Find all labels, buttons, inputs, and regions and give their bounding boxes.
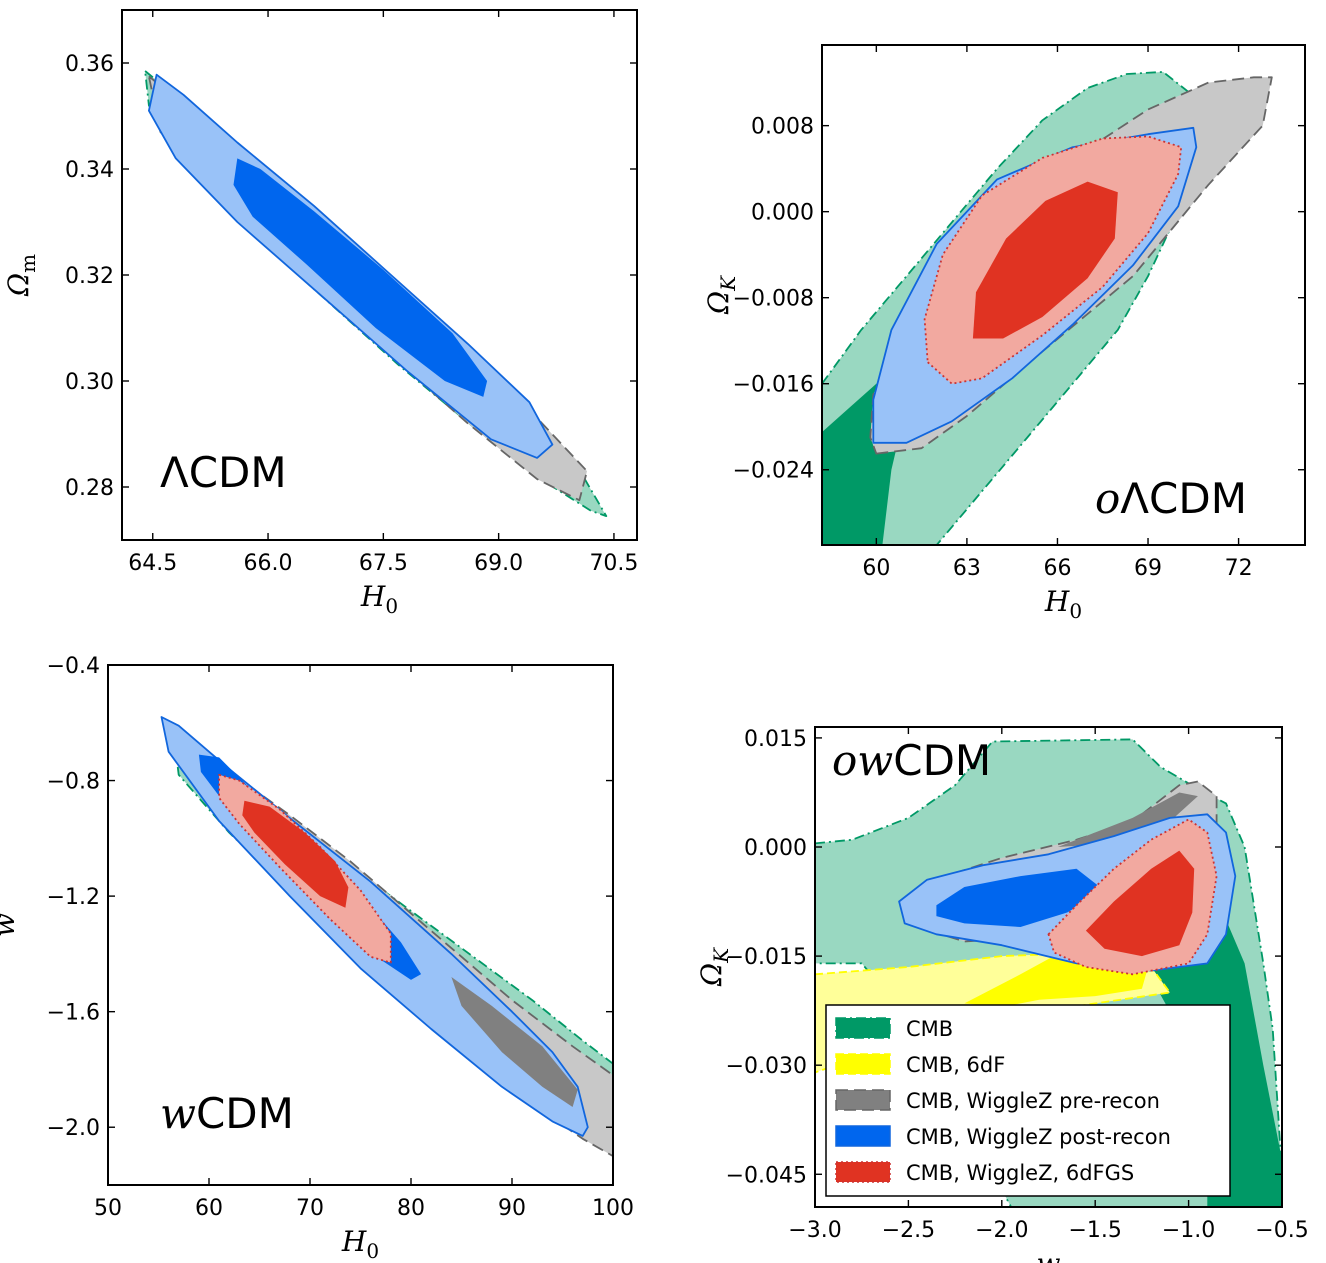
model-label: ΛCDM [160, 448, 287, 497]
legend-label-sixdf: CMB, 6dF [906, 1053, 1005, 1077]
y-tick-label: −1.2 [47, 885, 100, 910]
x-tick-label: −2.0 [975, 1218, 1028, 1243]
legend-swatch-sixdfgs [835, 1161, 891, 1183]
model-label: oΛCDM [1095, 474, 1247, 523]
x-tick-label: 72 [1225, 556, 1253, 581]
x-tick-label: 80 [397, 1196, 425, 1221]
x-tick-label: −1.5 [1068, 1218, 1121, 1243]
y-tick-label: 0.008 [751, 115, 814, 140]
legend-label-cmb: CMB [906, 1017, 953, 1041]
legend-label-prerecon: CMB, WiggleZ pre-recon [906, 1089, 1160, 1113]
plot-frame [821, 44, 1306, 546]
panel-3: 50 60 70 80 90 100 −2.0 −1.6 −1.2 −0.8 −0.4 H0 w wCDM [0, 654, 634, 1263]
y-tick-label: −0.4 [47, 654, 100, 679]
y-tick-label: −0.015 [726, 945, 807, 970]
x-tick-label: 60 [862, 556, 890, 581]
x-tick-label: 70 [296, 1196, 324, 1221]
contour-postrecon-68 [936, 868, 1105, 927]
x-axis-label: H0 [341, 1225, 379, 1263]
contour-postrecon-68 [233, 158, 488, 397]
model-label: owCDM [832, 736, 991, 785]
x-tick-label: 100 [592, 1196, 634, 1221]
y-tick-label: 0.36 [65, 52, 114, 77]
y-tick-label: −0.030 [726, 1054, 807, 1079]
y-tick-label: 0.34 [65, 158, 114, 183]
x-axis-label: H0 [1044, 585, 1082, 623]
contours [822, 71, 1273, 545]
x-tick-label: 60 [195, 1196, 223, 1221]
plot-frame [107, 664, 614, 1186]
contours [160, 716, 613, 1157]
x-tick-label: 67.5 [359, 551, 408, 576]
x-tick-label: −3.0 [788, 1218, 841, 1243]
legend-swatch-cmb [835, 1017, 891, 1039]
y-tick-label: −2.0 [47, 1116, 100, 1141]
legend: CMB CMB, 6dF CMB, WiggleZ pre-recon CMB, Wi… [825, 1004, 1231, 1197]
x-tick-label: −0.5 [1255, 1218, 1308, 1243]
contour-prerecon-68 [1057, 792, 1198, 847]
x-tick-label: 66 [1043, 556, 1071, 581]
x-tick-label: 50 [94, 1196, 122, 1221]
contour-sixdfgs-68 [1085, 850, 1195, 957]
y-tick-label: −0.016 [733, 373, 814, 398]
x-tick-label: 64.5 [128, 551, 177, 576]
legend-swatch-sixdf [835, 1053, 891, 1075]
y-tick-label: −0.045 [726, 1163, 807, 1188]
panel-1: 64.5 66.0 67.5 69.0 70.5 0.28 0.30 0.32 0.34 0.36… [2, 9, 638, 618]
x-tick-label: 70.5 [589, 551, 638, 576]
y-axis-label: Ωm [2, 254, 40, 297]
model-label: wCDM [160, 1089, 294, 1138]
legend-swatch-prerecon [835, 1089, 891, 1111]
x-tick-label: 66.0 [244, 551, 293, 576]
y-axis-label: ΩK [695, 947, 733, 987]
legend-label-sixdfgs: CMB, WiggleZ, 6dFGS [906, 1161, 1134, 1185]
legend-label-postrecon: CMB, WiggleZ post-recon [906, 1125, 1171, 1149]
x-axis-label: w [1037, 1247, 1061, 1263]
x-tick-label: 69.0 [474, 551, 523, 576]
y-tick-label: −0.008 [733, 287, 814, 312]
y-axis-label: ΩK [702, 275, 740, 315]
x-tick-label: −1.0 [1162, 1218, 1215, 1243]
panel-2: 60 63 66 69 72 −0.024 −0.016 −0.008 0.000 0.008 H0… [702, 44, 1306, 623]
plot-frame [814, 726, 1283, 1208]
y-tick-label: −0.8 [47, 770, 100, 795]
y-tick-label: 0.015 [744, 727, 807, 752]
y-tick-label: −1.6 [47, 1001, 100, 1026]
y-tick-label: 0.000 [751, 201, 814, 226]
x-tick-label: 90 [498, 1196, 526, 1221]
y-tick-label: 0.30 [65, 370, 114, 395]
legend-swatch-postrecon [835, 1125, 891, 1147]
y-tick-label: −0.024 [733, 459, 814, 484]
y-axis-label: w [0, 913, 21, 937]
x-tick-label: 63 [953, 556, 981, 581]
contour-sixdfgs-68 [972, 181, 1118, 339]
x-tick-label: 69 [1134, 556, 1162, 581]
contour-sixdfgs-68 [242, 800, 349, 908]
y-tick-label: 0.000 [744, 836, 807, 861]
y-tick-label: 0.28 [65, 476, 114, 501]
legend-box [825, 1004, 1231, 1197]
x-tick-label: −2.5 [882, 1218, 935, 1243]
contours [144, 70, 608, 517]
contour-prerecon-68 [451, 977, 578, 1107]
x-axis-label: H0 [360, 580, 398, 618]
y-tick-label: 0.32 [65, 264, 114, 289]
